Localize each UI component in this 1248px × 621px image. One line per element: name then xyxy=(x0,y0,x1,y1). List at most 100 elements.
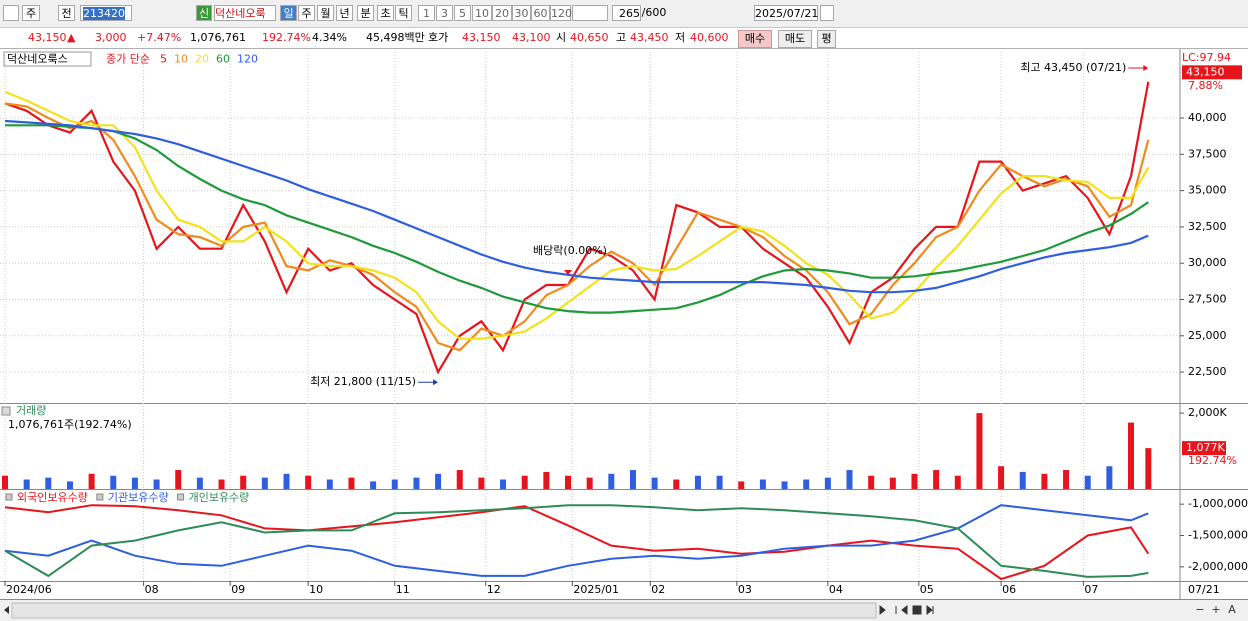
volume-bar xyxy=(738,481,745,489)
legend-icon xyxy=(177,493,185,501)
count-input[interactable]: 265 xyxy=(612,5,641,21)
period-btn[interactable]: 분 xyxy=(357,5,374,21)
x-tick-label: 06 xyxy=(1002,583,1016,596)
volume-bar xyxy=(803,479,810,489)
dropdown[interactable] xyxy=(572,5,608,21)
volume-bar xyxy=(391,479,398,489)
period-btn[interactable]: 주 xyxy=(298,5,315,21)
volume-bar xyxy=(45,477,52,489)
sell-btn[interactable]: 매도 xyxy=(778,30,812,48)
label: 저 xyxy=(675,31,686,44)
code: 213420 xyxy=(83,7,125,20)
volume-bar xyxy=(1084,475,1091,489)
series-line xyxy=(4,81,1150,375)
y-tick-label: 35,000 xyxy=(1188,184,1227,197)
x-tick-label: 04 xyxy=(829,583,843,596)
volume-bar xyxy=(348,477,355,489)
y-tick-label: 2,000K xyxy=(1188,406,1227,419)
legend-item: 기관보유수량 xyxy=(108,491,169,504)
toolbar: 주 전 213420 신 덕산네오룩 일 주 월 년 분 초 틱 1 3 5 1… xyxy=(0,0,1248,28)
x-tick-label: 12 xyxy=(487,583,501,596)
volume-bar xyxy=(283,473,290,489)
last-volume-label: 1,077K xyxy=(1186,441,1225,454)
legend-icon xyxy=(5,493,13,501)
date-input[interactable]: 2025/07/21 xyxy=(754,5,819,21)
last-price-box xyxy=(1182,65,1242,80)
x-tick-label: 05 xyxy=(920,583,934,596)
label: 호가 xyxy=(428,31,449,44)
volume: 1,076,761 xyxy=(190,31,246,44)
volume-bar xyxy=(305,475,312,489)
change-rate: +7.47% xyxy=(137,31,182,44)
volume-bar xyxy=(478,477,485,489)
icon[interactable] xyxy=(3,5,19,21)
series-line xyxy=(4,90,1150,340)
tb-btn[interactable]: 주 xyxy=(22,5,40,21)
n-btn[interactable]: 10 xyxy=(472,5,492,21)
volume-bar xyxy=(651,477,658,489)
x-tick-label: 10 xyxy=(309,583,323,596)
n-btn[interactable]: 3 xyxy=(436,5,453,21)
volume-bar xyxy=(1145,448,1152,489)
buy-btn[interactable]: 매수 xyxy=(738,30,772,48)
y-tick-label: 30,000 xyxy=(1188,256,1227,269)
change: 3,000 xyxy=(95,31,127,44)
code-input[interactable]: 213420 xyxy=(80,5,132,21)
series-line xyxy=(4,504,1149,578)
n-btn[interactable]: 20 xyxy=(492,5,512,21)
stock-name[interactable]: 덕산네오룩 xyxy=(214,5,276,21)
volume-bar xyxy=(933,470,940,489)
x-tick-label: 2025/01 xyxy=(573,583,619,596)
legend-item: 120 xyxy=(237,53,258,66)
period-btn[interactable]: 월 xyxy=(317,5,334,21)
annotation: 최저 21,800 (11/15) xyxy=(310,375,416,388)
legend-item: 5 xyxy=(160,53,167,66)
volume-bar xyxy=(88,473,95,489)
scroll-buttons[interactable] xyxy=(879,604,934,616)
n-btn[interactable]: 120 xyxy=(550,5,572,21)
volume-bar xyxy=(1019,471,1026,489)
period-btn[interactable]: 틱 xyxy=(395,5,412,21)
tb-btn[interactable]: 신 xyxy=(196,5,212,21)
volume-bar xyxy=(326,479,333,489)
y-tick-label: 32,500 xyxy=(1188,220,1227,233)
series-line xyxy=(4,504,1150,581)
period-btn[interactable]: 년 xyxy=(336,5,353,21)
volume-bar xyxy=(846,470,853,489)
y-tick-label: 37,500 xyxy=(1188,147,1227,160)
x-tick-label: 2024/06 xyxy=(6,583,52,596)
volume-subtitle: 1,076,761주(192.74%) xyxy=(8,418,132,431)
volume-bar xyxy=(1041,473,1048,489)
legend-item: 외국인보유수량 xyxy=(17,491,88,504)
volume-bar xyxy=(196,477,203,489)
annotation: 최고 43,450 (07/21) xyxy=(1020,61,1126,74)
n-btn[interactable]: 1 xyxy=(418,5,435,21)
calendar-icon[interactable] xyxy=(820,5,834,21)
avg-btn[interactable]: 평 xyxy=(817,30,836,48)
volume-bar xyxy=(954,475,961,489)
volume-bar xyxy=(543,471,550,489)
volume-bar xyxy=(998,466,1005,489)
scroll-left[interactable] xyxy=(4,606,9,614)
period-btn[interactable]: 초 xyxy=(377,5,394,21)
x-tick-label: 09 xyxy=(231,583,245,596)
volume-bar xyxy=(500,479,507,489)
panel-icon xyxy=(1,406,11,416)
tb-btn[interactable]: 전 xyxy=(58,5,75,21)
n-btn[interactable]: 5 xyxy=(454,5,471,21)
count-total: /600 xyxy=(641,6,667,19)
n-btn[interactable]: 60 xyxy=(531,5,550,21)
y-tick-label: 27,500 xyxy=(1188,293,1227,306)
volume-bar xyxy=(521,475,528,489)
series-line xyxy=(5,124,1149,314)
chart-title: 덕산네오룩스 xyxy=(7,53,68,66)
n-btn[interactable]: 30 xyxy=(512,5,531,21)
x-tick-label: 08 xyxy=(145,583,159,596)
series-line xyxy=(4,119,1149,294)
ma-legend-title: 종가 단순 xyxy=(106,53,150,66)
bid: 43,100 xyxy=(512,31,551,44)
scroll-track[interactable] xyxy=(11,602,877,619)
period-btn[interactable]: 일 xyxy=(280,5,297,21)
annotation-head xyxy=(433,379,439,386)
